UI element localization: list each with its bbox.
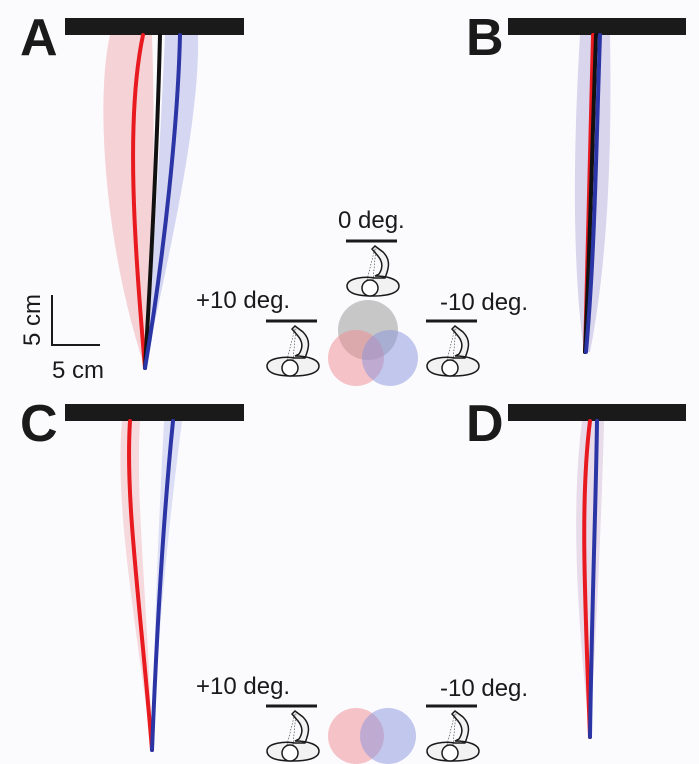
- panel-d: D: [466, 395, 686, 739]
- arm-icon: [265, 704, 321, 763]
- color-key: [360, 708, 416, 764]
- panel-b: B: [466, 9, 686, 354]
- arm-icon: [345, 239, 401, 298]
- black-trajectory: [583, 33, 598, 354]
- scale-bar: 5 cm 5 cm: [19, 294, 104, 384]
- red-band: [103, 35, 154, 368]
- arm-icon: [425, 319, 481, 378]
- blue-trajectory: [150, 419, 175, 752]
- panel-label: D: [466, 395, 504, 453]
- condition-label: -10 deg.: [440, 675, 528, 702]
- panel-label: A: [20, 9, 58, 67]
- condition-label: +10 deg.: [196, 287, 290, 314]
- panel-c: C: [20, 395, 244, 752]
- legend-bottom: +10 deg. -10 deg.: [196, 673, 528, 764]
- arm-icon: [265, 319, 321, 378]
- scale-vertical: 5 cm: [19, 294, 46, 346]
- condition-label: 0 deg.: [338, 207, 405, 234]
- target-bar: [65, 404, 244, 421]
- condition-label: +10 deg.: [196, 673, 290, 700]
- blue-trajectory: [588, 419, 599, 739]
- blue-trajectory: [143, 33, 182, 370]
- target-bar: [65, 18, 244, 35]
- legend-top: 0 deg. +10 deg. -10 deg.: [196, 207, 528, 386]
- black-trajectory: [143, 33, 162, 370]
- panel-label: C: [20, 395, 58, 453]
- panel-a: A: [20, 9, 244, 370]
- red-trajectory: [131, 33, 147, 370]
- red-trajectory: [127, 419, 154, 752]
- panel-label: B: [466, 9, 504, 67]
- scale-horizontal: 5 cm: [52, 357, 104, 384]
- condition-label: -10 deg.: [440, 289, 528, 316]
- red-trajectory: [582, 419, 592, 739]
- arm-icon: [425, 704, 481, 763]
- target-bar: [508, 18, 686, 35]
- blue-trajectory: [584, 33, 602, 354]
- target-bar: [508, 404, 686, 421]
- color-key: [362, 330, 418, 386]
